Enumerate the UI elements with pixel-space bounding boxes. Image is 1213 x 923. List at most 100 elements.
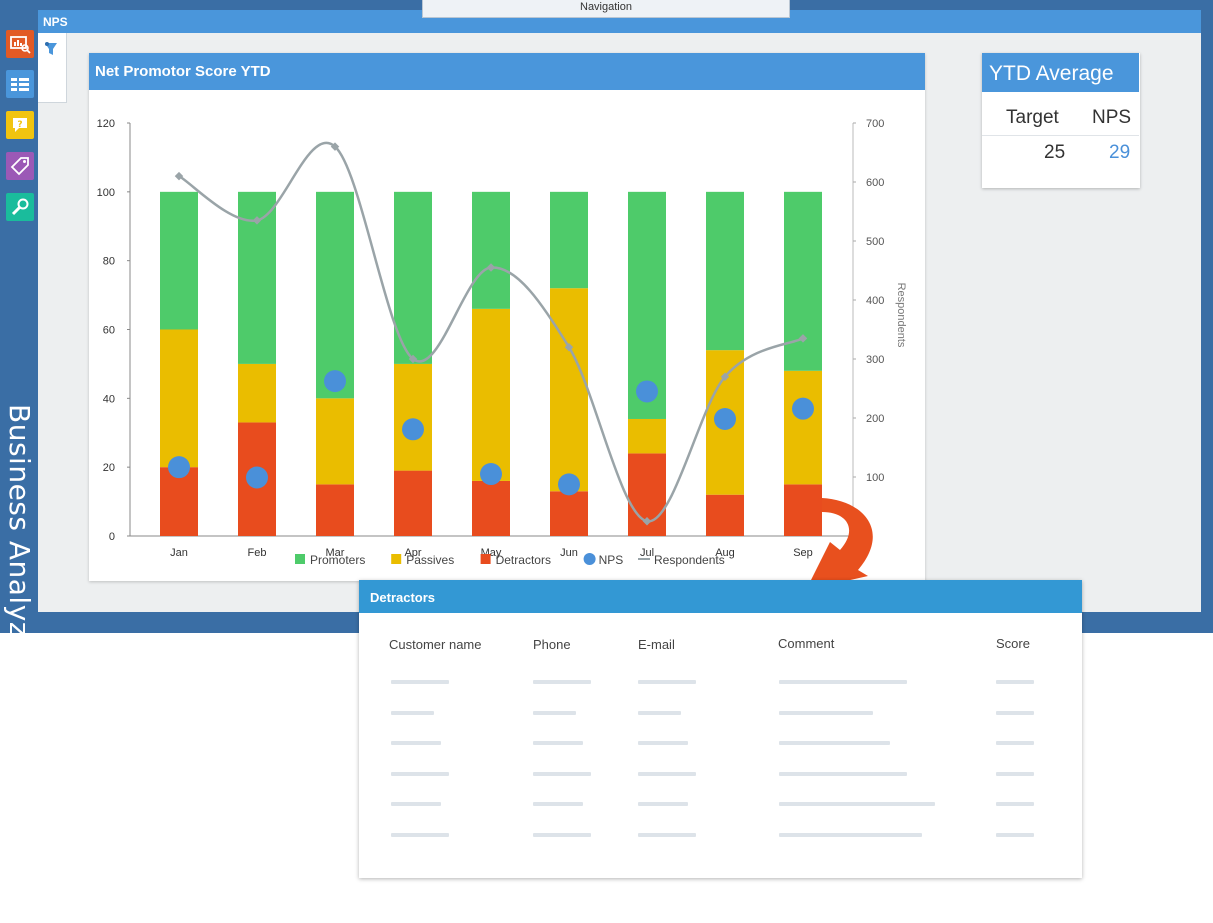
question-chat-icon[interactable]: ? bbox=[6, 111, 34, 139]
placeholder-line bbox=[638, 802, 688, 806]
legend-label: NPS bbox=[599, 553, 624, 567]
placeholder-line bbox=[638, 710, 681, 715]
nps-point-aug bbox=[714, 407, 736, 430]
respondents-point-apr bbox=[408, 354, 418, 364]
placeholder-line bbox=[391, 802, 441, 806]
legend-item-promoters[interactable]: Promoters bbox=[295, 553, 365, 567]
ytd-target-label: Target bbox=[1006, 107, 1059, 128]
wrench-icon[interactable] bbox=[6, 193, 34, 221]
y-left-tick-label: 20 bbox=[103, 462, 115, 474]
y-right-tick-label: 100 bbox=[866, 472, 884, 484]
column-email[interactable]: E-mail bbox=[638, 637, 675, 652]
bar-passives-sep bbox=[784, 370, 822, 485]
y-right-tick-label: 600 bbox=[866, 177, 884, 189]
ytd-nps-value: 29 bbox=[1109, 142, 1131, 163]
x-tick-label: Apr bbox=[404, 547, 421, 559]
legend-symbol bbox=[480, 554, 491, 564]
ytd-title: YTD Average bbox=[989, 62, 1114, 85]
chart-search-icon[interactable] bbox=[6, 30, 34, 58]
bar-promoters-jun bbox=[550, 191, 588, 289]
bar-promoters-aug bbox=[706, 191, 744, 351]
placeholder-line bbox=[533, 832, 591, 837]
bar-detractors-sep bbox=[784, 484, 822, 536]
x-tick-label: Jul bbox=[640, 547, 654, 559]
brand-name: Business Analyze bbox=[3, 404, 36, 655]
placeholder-line bbox=[996, 832, 1034, 837]
placeholder-line bbox=[533, 771, 591, 776]
respondents-point-jan bbox=[174, 171, 184, 181]
legend-item-nps[interactable]: NPS bbox=[583, 553, 624, 567]
y-right-axis-label: Respondents bbox=[895, 283, 907, 348]
column-comment[interactable]: Comment bbox=[778, 636, 835, 651]
y-right-tick-label: 400 bbox=[866, 295, 884, 307]
svg-text:?: ? bbox=[17, 120, 22, 130]
y-right-tick-label: 700 bbox=[866, 118, 884, 130]
respondents-point-may bbox=[486, 263, 496, 272]
legend-item-respondents[interactable]: Respondents bbox=[638, 553, 725, 567]
filter-icon[interactable] bbox=[43, 41, 59, 57]
bar-detractors-mar bbox=[316, 484, 354, 536]
legend-item-passives[interactable]: Passives bbox=[391, 553, 454, 567]
respondents-point-aug bbox=[720, 372, 730, 381]
column-score[interactable]: Score bbox=[996, 636, 1030, 651]
y-left-tick-label: 40 bbox=[103, 393, 115, 405]
y-left-tick-label: 0 bbox=[109, 531, 115, 543]
y-left-tick-label: 120 bbox=[97, 118, 115, 130]
y-left-tick-label: 80 bbox=[103, 256, 115, 268]
y-left-tick-label: 100 bbox=[97, 187, 115, 199]
nps-point-sep bbox=[792, 397, 814, 420]
bar-detractors-may bbox=[472, 480, 510, 536]
placeholder-line bbox=[533, 741, 583, 745]
bar-passives-jul bbox=[628, 418, 666, 454]
placeholder-line bbox=[996, 802, 1034, 806]
placeholder-line bbox=[391, 771, 449, 776]
filter-panel bbox=[38, 33, 67, 103]
nps-point-apr bbox=[402, 418, 424, 441]
navigation-tab[interactable]: Navigation bbox=[422, 0, 790, 18]
tag-icon[interactable] bbox=[6, 152, 34, 180]
legend-item-detractors[interactable]: Detractors bbox=[480, 553, 551, 567]
ytd-divider bbox=[982, 135, 1139, 136]
y-right-tick-label: 300 bbox=[866, 354, 884, 366]
bar-passives-jun bbox=[550, 288, 588, 492]
bar-passives-mar bbox=[316, 398, 354, 485]
column-customer-name[interactable]: Customer name bbox=[389, 637, 482, 652]
bar-promoters-mar bbox=[316, 191, 354, 399]
column-phone[interactable]: Phone bbox=[533, 637, 571, 652]
chart-title: Net Promotor Score YTD bbox=[95, 63, 271, 80]
placeholder-line bbox=[996, 710, 1034, 715]
placeholder-line bbox=[996, 680, 1034, 684]
legend-symbol bbox=[583, 553, 596, 565]
legend-label: Detractors bbox=[496, 553, 551, 567]
placeholder-line bbox=[779, 741, 890, 745]
placeholder-line bbox=[533, 710, 576, 715]
nps-point-may bbox=[480, 463, 502, 486]
placeholder-line bbox=[638, 832, 696, 837]
ytd-target-value: 25 bbox=[1044, 142, 1066, 163]
x-tick-label: Sep bbox=[793, 547, 813, 559]
placeholder-line bbox=[391, 710, 434, 715]
placeholder-line bbox=[638, 680, 696, 684]
placeholder-line bbox=[391, 832, 449, 837]
placeholder-line bbox=[638, 771, 696, 776]
placeholder-line bbox=[391, 741, 441, 745]
placeholder-line bbox=[779, 802, 935, 806]
nps-point-feb bbox=[246, 466, 268, 489]
page-header: NPS bbox=[38, 10, 1201, 33]
bar-promoters-sep bbox=[784, 191, 822, 371]
list-icon[interactable] bbox=[6, 70, 34, 98]
bar-detractors-aug bbox=[706, 494, 744, 536]
nps-point-jan bbox=[168, 456, 190, 479]
placeholder-line bbox=[779, 680, 907, 684]
detractors-title-bar: Detractors bbox=[359, 580, 1082, 613]
bar-detractors-apr bbox=[394, 470, 432, 536]
chart-title-bar: Net Promotor Score YTD bbox=[89, 53, 925, 90]
nps-point-jun bbox=[558, 473, 580, 496]
y-right-tick-label: 200 bbox=[866, 413, 884, 425]
placeholder-line bbox=[779, 710, 873, 715]
nps-chart-card: Net Promotor Score YTD 0 20 40 60 80 100 120 10… bbox=[89, 53, 925, 581]
bar-promoters-jan bbox=[160, 191, 198, 330]
nps-chart: 0 20 40 60 80 100 120 100 200 300 400 500 600 700 Resp… bbox=[97, 118, 907, 567]
detractors-card: Detractors Customer name Phone E-mail Co… bbox=[359, 580, 1082, 878]
navigation-label: Navigation bbox=[580, 1, 632, 13]
